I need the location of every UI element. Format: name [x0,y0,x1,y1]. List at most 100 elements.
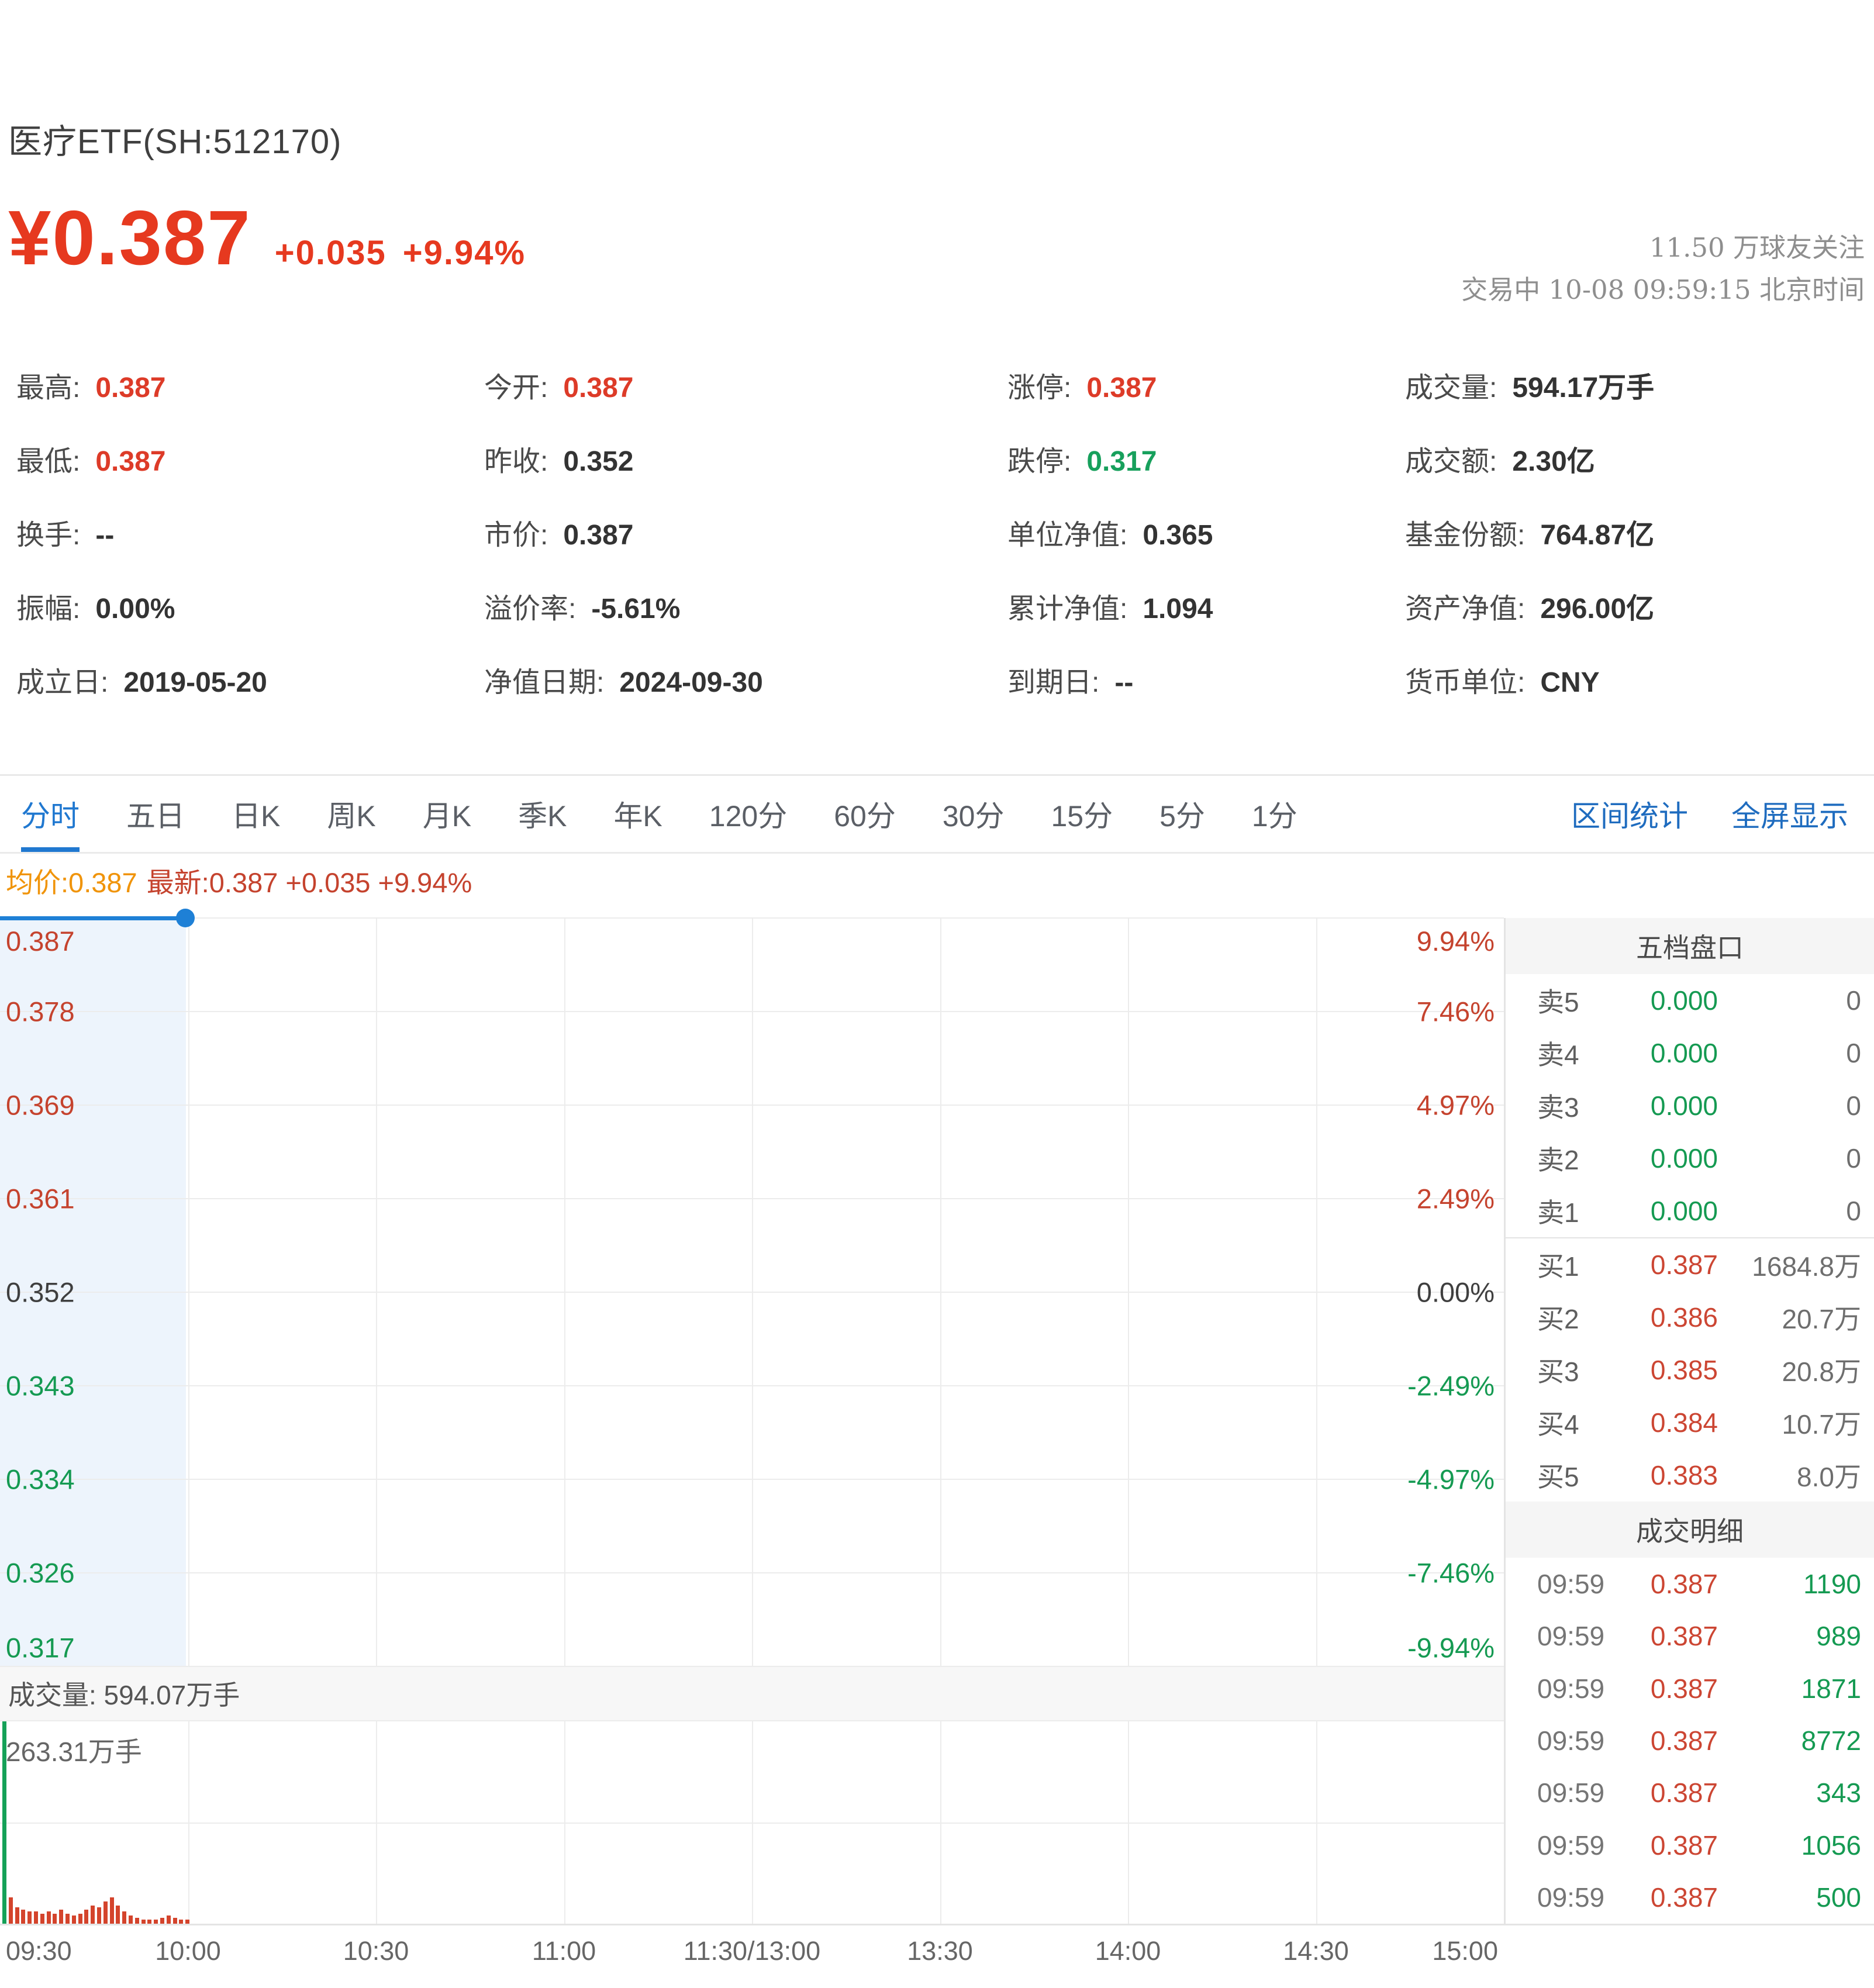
volume-bar [154,1920,158,1924]
bid-price: 0.386 [1650,1302,1718,1333]
price-tick: 0.317 [6,1632,75,1663]
volume-bar [78,1913,82,1924]
volume-bar [185,1920,190,1924]
volume-bar [141,1920,146,1924]
chart-legend: 均价:0.387 最新:0.387 +0.035 +9.94% [6,862,1874,898]
chart-wrap: 0.387 9.94% 0.378 7.46% 0.369 4.97% 0.361 2.49%… [0,909,1874,1970]
link-全屏显示[interactable]: 全屏显示 [1731,800,1848,833]
volume-bar [21,1909,26,1924]
price-gridline-v [376,918,377,1666]
percent-tick: -7.46% [1407,1557,1495,1589]
bid-row: 买4 0.384 10.7万 [1506,1396,1874,1449]
percent-tick: -2.49% [1407,1370,1495,1402]
ask-level-label: 卖4 [1537,1040,1579,1070]
volume-bar [27,1911,32,1924]
stat-cell: 单位净值: 0.365 [1007,512,1405,553]
stat-label: 货币单位: [1405,667,1526,698]
ask-price: 0.000 [1650,1196,1718,1226]
stat-label: 成交额: [1405,446,1497,477]
volume-pane[interactable]: 263.31万手 [0,1721,1504,1924]
volume-bar [103,1901,108,1924]
ask-row: 卖5 0.000 0 [1506,974,1874,1027]
time-tick-14:00: 14:00 [1095,1936,1161,1966]
price-tick: 0.378 [6,996,75,1027]
price-pane[interactable]: 0.387 9.94% 0.378 7.46% 0.369 4.97% 0.361 2.49%… [0,909,1504,1667]
volume-header-row: 成交量: 594.07万手 [0,1666,1504,1721]
volume-bar [179,1920,184,1924]
trade-time: 09:59 [1537,1568,1605,1599]
stat-label: 市价: [484,520,548,551]
stat-cell: 到期日: -- [1007,659,1405,700]
trade-row: 09:59 0.387 1190 [1506,1558,1874,1610]
ask-level-label: 卖5 [1537,987,1579,1017]
percent-tick: -4.97% [1407,1464,1495,1495]
trade-row: 09:59 0.387 8772 [1506,1714,1874,1766]
volume-bar [91,1905,95,1924]
tab-季K[interactable]: 季K [518,800,567,833]
trade-quantity: 500 [1816,1882,1861,1913]
stat-cell: 溢价率: -5.61% [484,585,1007,626]
order-book-rows: 卖5 0.000 0 卖4 0.000 0 卖3 0.000 0 卖2 0.000 0 卖1 0.000 0… [1506,974,1874,1502]
tab-1分[interactable]: 1分 [1251,800,1297,833]
stat-label: 成交量: [1405,372,1497,403]
volume-gridline-h [0,1823,1504,1824]
order-book-title: 五档盘口 [1506,918,1874,974]
tab-60分[interactable]: 60分 [834,800,896,833]
time-tick-15:00: 15:00 [1432,1936,1498,1966]
tab-15分[interactable]: 15分 [1051,800,1113,833]
stat-cell: 最高: 0.387 [16,364,484,405]
bid-quantity: 8.0万 [1797,1462,1861,1492]
ask-row: 卖2 0.000 0 [1506,1132,1874,1185]
followers-count: 11.50 万球友关注 [1649,232,1865,263]
stat-label: 跌停: [1007,446,1072,477]
stat-value: -- [95,520,115,551]
bid-price: 0.383 [1650,1460,1718,1490]
tab-分时[interactable]: 分时 [21,776,80,852]
stat-value: 0.387 [563,372,634,403]
tab-日K[interactable]: 日K [232,800,281,833]
time-tick-14:30: 14:30 [1283,1936,1349,1966]
stat-cell: 净值日期: 2024-09-30 [484,659,1007,700]
ask-quantity: 0 [1846,1143,1861,1174]
trade-detail-title: 成交明细 [1506,1502,1874,1558]
tab-月K[interactable]: 月K [422,800,472,833]
link-区间统计[interactable]: 区间统计 [1571,800,1688,833]
stat-label: 最高: [16,372,81,403]
tab-5分[interactable]: 5分 [1159,800,1205,833]
stat-value: 0.00% [95,593,175,624]
stat-label: 到期日: [1007,667,1100,698]
stat-cell: 涨停: 0.387 [1007,364,1405,405]
tab-120分[interactable]: 120分 [709,800,788,833]
trade-time: 09:59 [1537,1778,1605,1808]
volume-bar [84,1909,89,1924]
trade-quantity: 1190 [1803,1568,1861,1599]
volume-bar [65,1913,70,1924]
stat-label: 成立日: [16,667,109,698]
volume-current-label: 成交量: 594.07万手 [8,1680,240,1710]
stat-value: CNY [1540,667,1600,698]
stat-label: 最低: [16,446,81,477]
ask-price: 0.000 [1650,1038,1718,1068]
trade-row: 09:59 0.387 989 [1506,1610,1874,1662]
stat-label: 溢价率: [484,593,577,624]
percent-tick: 4.97% [1416,1089,1495,1121]
stat-cell: 昨收: 0.352 [484,438,1007,479]
price-gridline-v [940,918,941,1666]
tab-年K[interactable]: 年K [613,800,662,833]
ask-level-label: 卖3 [1537,1092,1579,1123]
price-tick: 0.369 [6,1089,75,1121]
price-gridline-v [1316,918,1317,1666]
price-change-pct: +9.94% [402,234,526,272]
volume-bar [8,1897,13,1924]
stat-cell: 市价: 0.387 [484,512,1007,553]
stats-grid: 最高: 0.387 今开: 0.387 涨停: 0.387 成交量: 594.17万手 最低: 0… [16,364,1874,700]
tab-五日[interactable]: 五日 [126,800,185,833]
bid-level-label: 买1 [1537,1251,1579,1282]
volume-bar [46,1911,51,1924]
avg-price-label: 均价:0.387 [6,867,137,898]
order-book-panel: 五档盘口 卖5 0.000 0 卖4 0.000 0 卖3 0.000 0 卖2 0.000 0 卖1 0… [1504,918,1874,1924]
tab-周K[interactable]: 周K [327,800,376,833]
stat-value: 0.387 [1086,372,1157,403]
tab-30分[interactable]: 30分 [942,800,1005,833]
time-tick-13:30: 13:30 [907,1936,973,1966]
